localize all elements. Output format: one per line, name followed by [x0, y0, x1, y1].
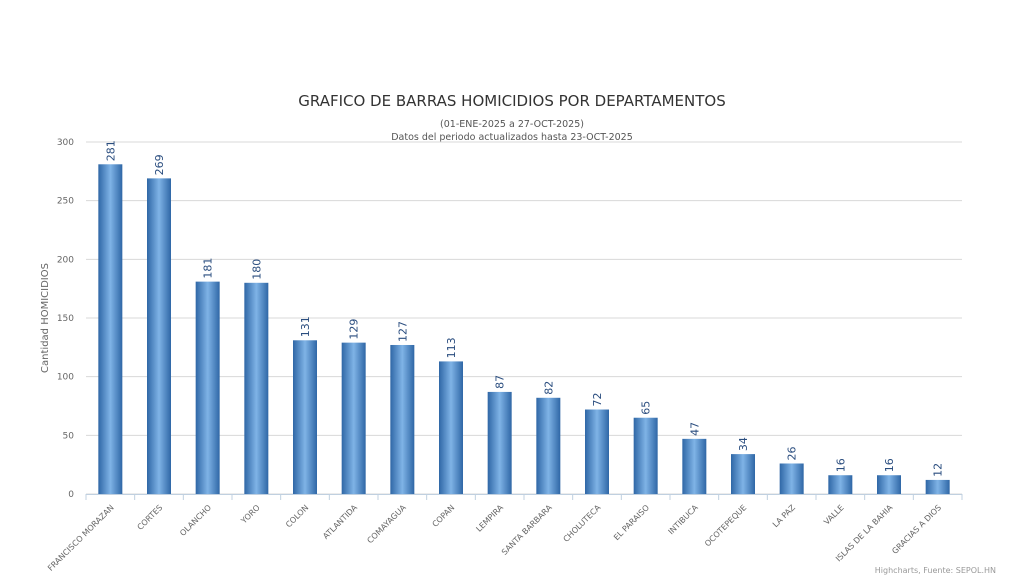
x-tick-label: LA PAZ [771, 503, 797, 529]
data-label: 131 [299, 316, 312, 337]
bar[interactable] [536, 397, 561, 494]
data-label: 47 [688, 422, 701, 436]
x-tick-label: INTIBUCA [667, 503, 701, 537]
bar[interactable] [98, 164, 123, 494]
x-tick-label: SANTA BARBARA [500, 503, 554, 557]
data-label: 34 [737, 437, 750, 451]
bar[interactable] [439, 361, 463, 494]
data-label: 82 [542, 381, 555, 395]
x-tick-label: ATLANTIDA [321, 503, 359, 541]
data-label: 281 [104, 140, 117, 161]
y-tick-label: 200 [57, 255, 74, 265]
y-tick-label: 250 [57, 197, 74, 207]
x-tick-label: FRANCISCO MORAZAN [46, 503, 116, 573]
x-tick-label: CORTES [136, 503, 165, 532]
x-tick-label: CHOLUTECA [562, 503, 603, 544]
x-tick-label: COLON [284, 503, 310, 529]
x-tick-label: OLANCHO [178, 503, 213, 538]
y-tick-label: 100 [57, 373, 74, 383]
chart-subtitle-line-2: Datos del periodo actualizados hasta 23-… [391, 132, 633, 143]
data-label: 26 [786, 446, 799, 460]
y-tick-label: 50 [63, 431, 75, 441]
bar[interactable] [633, 417, 658, 494]
bar[interactable] [244, 282, 269, 494]
data-label: 12 [932, 463, 945, 477]
x-tick-label: COMAYAGUA [365, 503, 408, 546]
y-tick-label: 300 [57, 138, 74, 148]
y-axis-label: Cantidad HOMICIDIOS [40, 263, 51, 373]
data-label: 127 [396, 321, 409, 342]
data-label: 72 [591, 393, 604, 407]
data-label: 113 [445, 337, 458, 358]
bar[interactable] [682, 438, 707, 494]
credits[interactable]: Highcharts, Fuente: SEPOL.HN [875, 566, 996, 575]
x-tick-label: VALLE [822, 503, 846, 527]
bar[interactable] [487, 391, 512, 494]
bar[interactable] [390, 344, 415, 494]
data-label: 129 [348, 319, 361, 340]
data-label: 180 [250, 259, 263, 280]
chart-subtitle-line-1: (01-ENE-2025 a 27-OCT-2025) [440, 119, 584, 130]
chart-title: GRAFICO DE BARRAS HOMICIDIOS POR DEPARTA… [298, 92, 726, 110]
y-tick-label: 0 [68, 490, 74, 500]
bar[interactable] [731, 454, 755, 494]
bar[interactable] [925, 479, 950, 494]
bar[interactable] [147, 178, 171, 494]
x-tick-label: EL PARAISO [612, 503, 651, 542]
data-label: 87 [494, 375, 507, 389]
data-label: 16 [883, 458, 896, 472]
x-tick-label: LEMPIRA [474, 503, 505, 534]
x-tick-label: GRACIAS A DIOS [890, 503, 943, 556]
bar[interactable] [828, 475, 853, 494]
bar[interactable] [341, 342, 366, 494]
data-label: 269 [153, 154, 166, 175]
y-tick-label: 150 [57, 314, 74, 324]
data-label: 65 [640, 401, 653, 415]
data-label: 16 [834, 458, 847, 472]
x-tick-label: COPAN [430, 503, 456, 529]
bar[interactable] [877, 475, 901, 494]
x-tick-label: YORO [239, 503, 262, 526]
bar[interactable] [585, 409, 609, 494]
bar[interactable] [293, 340, 317, 494]
bar[interactable] [195, 281, 220, 494]
data-label: 181 [202, 258, 215, 279]
bar[interactable] [779, 463, 804, 494]
x-tick-label: OCOTEPEQUE [703, 503, 748, 548]
